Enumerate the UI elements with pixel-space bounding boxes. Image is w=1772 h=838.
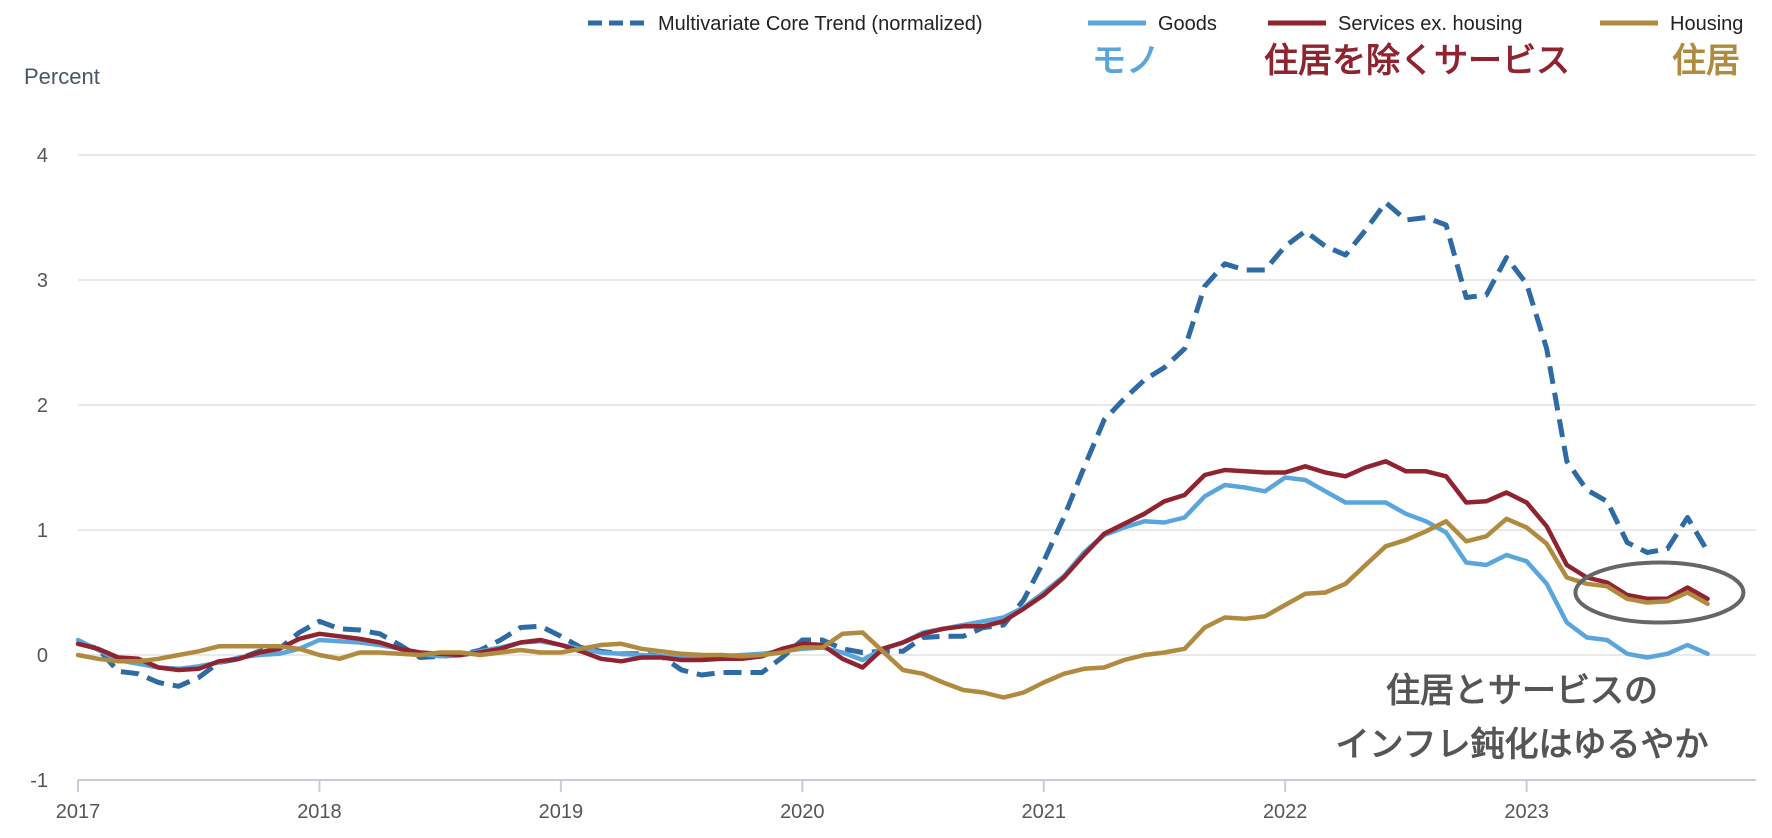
y-tick-label: 4 [37,145,48,167]
x-tick-label: 2021 [1022,801,1067,823]
legend-japanese-label-2: 住居を除くサービス [1264,41,1570,81]
annotation-text-1: インフレ鈍化はゆるやか [1336,725,1709,765]
y-tick-label: 2 [37,395,48,417]
series-line-2 [75,459,1710,673]
axes: -1 0 1 2 3 4 2017 2018 2019 2020 2021 2022 2023 Perce… [24,64,1756,823]
y-axis-label: Percent [24,64,100,89]
legend-label-3: Housing [1670,13,1743,35]
series-line-0 [77,200,1710,689]
legend-japanese-label-1: モノ [1092,41,1160,81]
y-tick-label: -1 [30,770,48,792]
series-line-3 [75,516,1710,700]
legend: Multivariate Core Trend (normalized) Good… [588,13,1743,81]
series-line-1 [75,475,1710,672]
y-tick-label: 0 [37,645,48,667]
grid [78,154,1756,656]
legend-label-1: Goods [1158,13,1217,35]
annotation-text-0: 住居とサービスの [1386,671,1658,711]
x-tick-label: 2017 [56,801,101,823]
x-tick-label: 2023 [1504,801,1549,823]
y-tick-label: 3 [37,270,48,292]
x-tick-label: 2020 [780,801,825,823]
highlight-ellipse [1573,560,1746,625]
x-tick-label: 2018 [297,801,342,823]
legend-label-2: Services ex. housing [1338,13,1523,35]
y-tick-label: 1 [37,520,48,542]
legend-japanese-label-3: 住居 [1672,41,1740,81]
legend-label-0: Multivariate Core Trend (normalized) [658,13,983,35]
x-tick-label: 2022 [1263,801,1308,823]
x-tick-label: 2019 [539,801,584,823]
series-group [75,200,1710,700]
